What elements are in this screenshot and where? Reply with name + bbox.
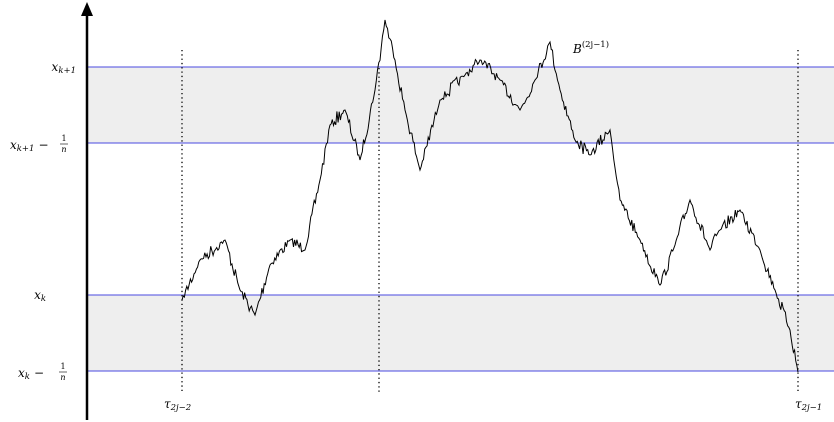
level-label: xk+1− 1 n	[10, 134, 68, 154]
path-label: B(2j−1)	[572, 39, 609, 56]
fraction-den: n	[61, 145, 66, 154]
time-label: τ2j−1	[795, 397, 822, 413]
time-label: τ2j−2	[164, 397, 191, 413]
level-label: xk − 1 n	[18, 362, 67, 382]
level-label-main: xk −	[18, 366, 44, 382]
fraction-num: 1	[60, 362, 65, 371]
band	[87, 295, 834, 371]
fraction-num: 1	[61, 134, 66, 143]
level-label-main: xk+1−	[10, 138, 49, 154]
fraction-den: n	[60, 373, 65, 382]
level-label: xk+1	[52, 60, 76, 76]
band	[87, 67, 834, 143]
level-label: xk	[34, 288, 46, 304]
brownian-path	[181, 19, 799, 373]
axis-arrow	[81, 2, 93, 16]
